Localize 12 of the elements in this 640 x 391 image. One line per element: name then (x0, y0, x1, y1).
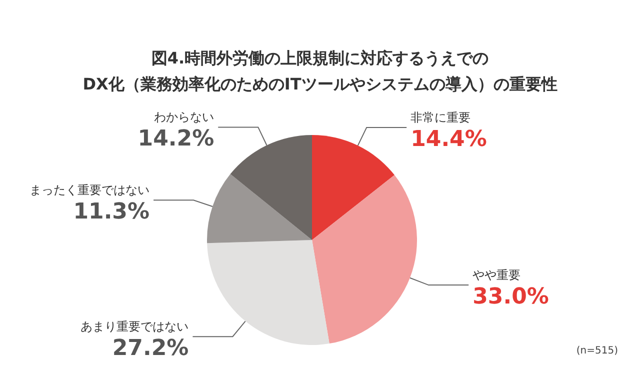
data-label: 27.2% (112, 336, 189, 362)
slice-label: 非常に重要 (410, 110, 471, 125)
data-label: 11.3% (73, 200, 150, 225)
slice-label: やや重要 (472, 268, 521, 282)
data-label: 14.2% (138, 126, 214, 152)
slice-label: あまり重要ではない (80, 320, 189, 334)
slice-label: まったく重要ではない (30, 183, 150, 198)
data-label: 33.0% (472, 284, 549, 310)
text: (n=515) (576, 346, 618, 356)
chart-title: 図4.時間外労働の上限規制に対応するうえでの DX化（業務効率化のためのITツールやシステムの導入）の重要性 (82, 48, 558, 94)
data-label: 14.4% (410, 127, 487, 152)
slice-label: わからない (154, 110, 214, 124)
